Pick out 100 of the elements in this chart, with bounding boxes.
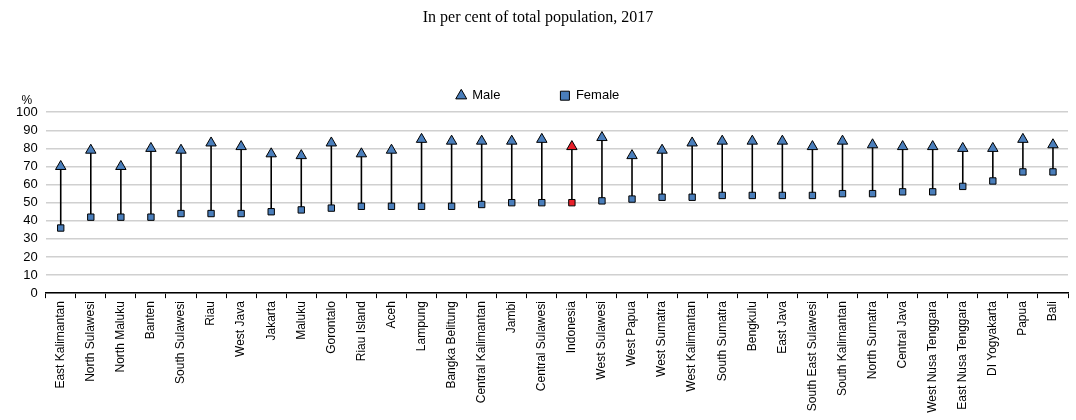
point bbox=[598, 197, 606, 205]
point bbox=[748, 191, 756, 200]
x-tick-label: Banten bbox=[143, 301, 158, 340]
point bbox=[987, 141, 999, 152]
point bbox=[445, 134, 458, 145]
x-tick-label: East Nusa Tenggara bbox=[955, 300, 970, 410]
x-tick-label: South Sulawesi bbox=[173, 301, 188, 384]
point bbox=[85, 143, 97, 154]
point bbox=[177, 209, 185, 218]
point bbox=[896, 140, 909, 151]
point bbox=[838, 189, 847, 198]
point bbox=[207, 209, 215, 218]
y-tick-label: 50 bbox=[23, 194, 38, 210]
y-tick-label: 80 bbox=[23, 139, 38, 155]
y-tick-label: 0 bbox=[30, 284, 38, 300]
point bbox=[235, 140, 247, 151]
y-tick-label: 30 bbox=[23, 230, 38, 246]
point bbox=[626, 149, 638, 160]
point bbox=[265, 147, 277, 158]
chart-title: In per cent of total population, 2017 bbox=[422, 7, 654, 26]
x-tick-label: Jambi bbox=[504, 301, 519, 334]
x-tick-label: Gorontalo bbox=[323, 300, 338, 354]
point bbox=[387, 202, 396, 210]
x-tick-label: DI Yogyakarta bbox=[985, 300, 1000, 376]
point bbox=[147, 213, 155, 221]
point bbox=[778, 191, 787, 200]
point bbox=[806, 140, 819, 151]
point bbox=[927, 140, 939, 151]
point bbox=[898, 188, 907, 196]
point bbox=[355, 147, 368, 158]
x-tick-label: Bangka Belitung bbox=[443, 301, 458, 389]
point bbox=[115, 159, 127, 170]
point bbox=[297, 206, 305, 214]
point bbox=[596, 131, 608, 142]
point bbox=[475, 134, 488, 145]
legend-label: Female bbox=[575, 87, 620, 103]
x-tick-label: North Maluku bbox=[113, 301, 128, 373]
x-tick-label: Aceh bbox=[383, 301, 398, 329]
point bbox=[237, 209, 245, 218]
x-tick-label: Riau Island bbox=[353, 301, 368, 362]
x-tick-label: East Kalimantan bbox=[53, 301, 68, 389]
x-tick-label: East Java bbox=[774, 300, 789, 354]
y-tick-label: 40 bbox=[23, 212, 38, 228]
point bbox=[656, 143, 668, 154]
x-tick-label: West Nusa Tenggara bbox=[925, 300, 940, 413]
point bbox=[929, 188, 937, 196]
point bbox=[415, 132, 428, 143]
point bbox=[417, 202, 426, 210]
point bbox=[357, 202, 366, 210]
point bbox=[568, 199, 576, 207]
x-tick-label: West Papua bbox=[624, 300, 639, 367]
point bbox=[866, 138, 879, 149]
x-tick-label: West Kalimantan bbox=[684, 301, 699, 392]
point bbox=[957, 141, 969, 152]
point bbox=[506, 134, 518, 145]
x-tick-label: Papua bbox=[1015, 300, 1030, 336]
x-tick-label: West Sulawesi bbox=[594, 301, 609, 380]
point bbox=[959, 182, 967, 191]
x-tick-label: South Kalimantan bbox=[834, 301, 849, 396]
x-tick-label: Bengkulu bbox=[744, 301, 759, 352]
point bbox=[327, 204, 336, 212]
x-tick-label: Central Java bbox=[894, 300, 909, 369]
point bbox=[267, 208, 275, 216]
point bbox=[508, 199, 516, 207]
x-tick-label: Lampung bbox=[413, 301, 428, 352]
point bbox=[145, 141, 157, 152]
point bbox=[536, 132, 548, 143]
point bbox=[325, 136, 338, 147]
x-tick-label: West Java bbox=[233, 300, 248, 357]
y-tick-label: 20 bbox=[23, 248, 38, 264]
y-tick-label: 10 bbox=[23, 266, 38, 282]
point bbox=[566, 140, 578, 151]
x-tick-label: Central Kalimantan bbox=[473, 301, 488, 404]
point bbox=[776, 134, 789, 145]
point bbox=[989, 177, 997, 185]
point bbox=[295, 149, 307, 160]
point bbox=[746, 134, 758, 145]
point bbox=[688, 193, 696, 201]
point bbox=[205, 136, 217, 147]
y-tick-label: 70 bbox=[23, 158, 38, 174]
x-tick-label: South East Sulawesi bbox=[804, 301, 819, 412]
point bbox=[716, 134, 728, 145]
point bbox=[628, 195, 636, 203]
point bbox=[808, 191, 817, 200]
point bbox=[686, 136, 698, 147]
point bbox=[1047, 138, 1059, 149]
point bbox=[87, 213, 95, 221]
point bbox=[447, 202, 456, 210]
x-tick-label: North Sulawesi bbox=[83, 301, 98, 382]
point bbox=[1049, 168, 1057, 176]
x-tick-label: Central Sulawesi bbox=[534, 301, 549, 392]
point bbox=[117, 213, 125, 221]
point bbox=[1019, 168, 1027, 176]
point bbox=[836, 134, 849, 145]
y-tick-label: 90 bbox=[23, 121, 38, 137]
x-tick-label: North Sumatra bbox=[864, 300, 879, 380]
point bbox=[658, 193, 666, 201]
y-tick-label: 60 bbox=[23, 176, 38, 192]
point bbox=[868, 189, 877, 198]
point bbox=[175, 143, 187, 154]
